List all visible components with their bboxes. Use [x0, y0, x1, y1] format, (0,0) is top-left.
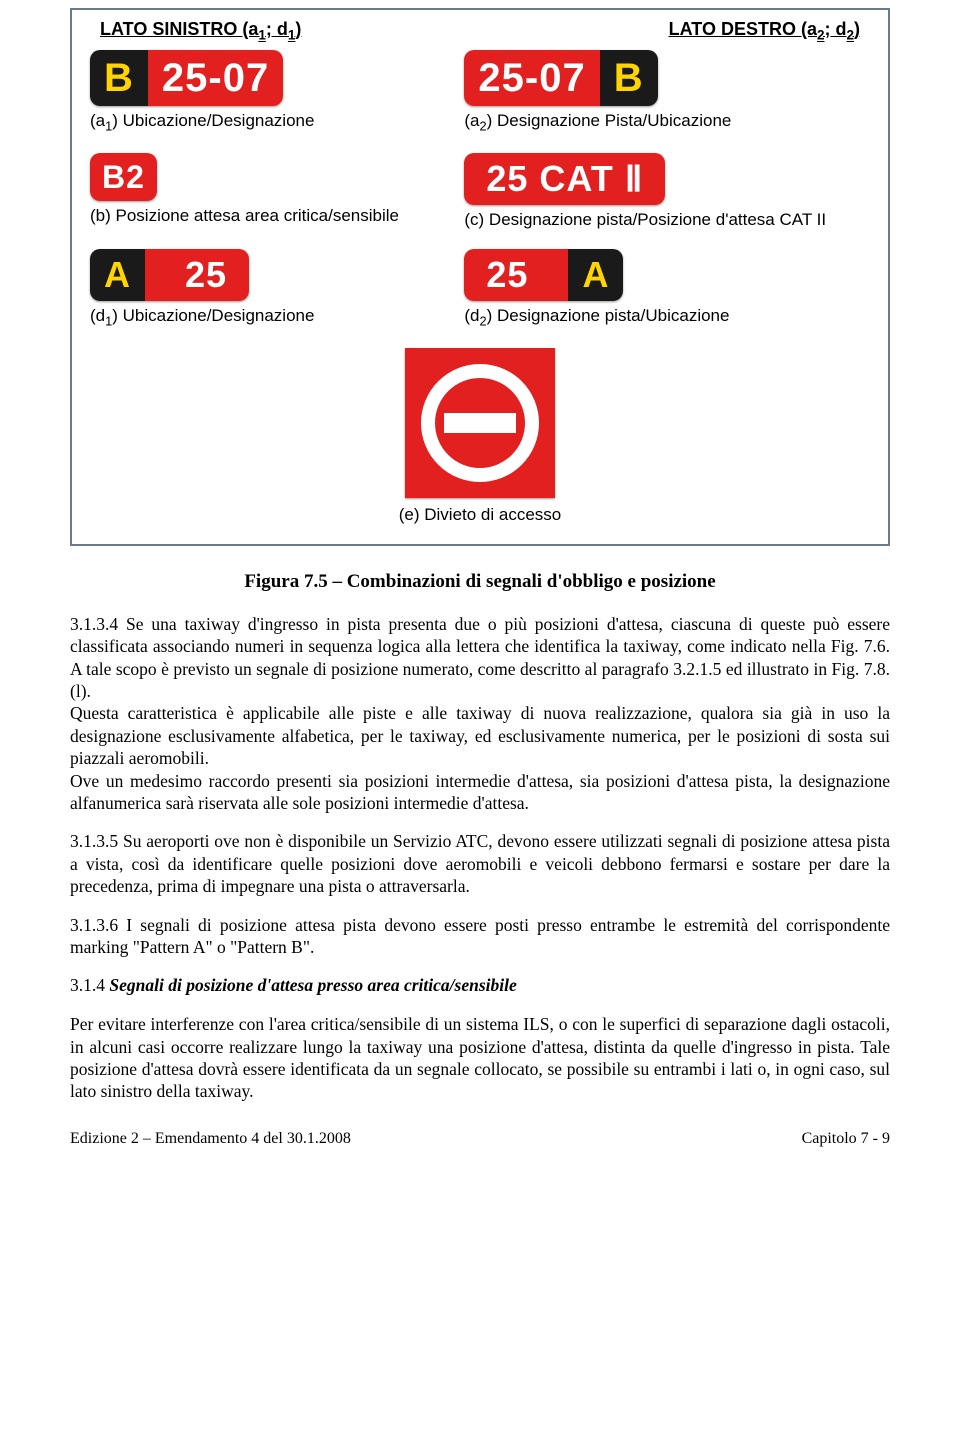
caption-c: (c) Designazione pista/Posizione d'attes…: [464, 209, 870, 231]
hl-pre: LATO SINISTRO (a: [100, 19, 258, 39]
sign-d1-red: 25: [145, 249, 249, 301]
footer-right: Capitolo 7 - 9: [802, 1129, 890, 1150]
para-3134c: Ove un medesimo raccordo presenti sia po…: [70, 770, 890, 815]
caption-e: (e) Divieto di accesso: [90, 504, 870, 526]
sign-d1-black: A: [90, 249, 145, 301]
sign-a1-black: B: [90, 50, 148, 106]
sign-d2: 25 A: [464, 249, 623, 301]
cap-d1-pre: (d: [90, 306, 105, 325]
row-a: B 25-07 (a1) Ubicazione/Designazione 25-…: [90, 50, 870, 135]
cap-d2-sub: 2: [480, 314, 487, 329]
page-footer: Edizione 2 – Emendamento 4 del 30.1.2008…: [70, 1129, 890, 1150]
cell-d2: 25 A (d2) Designazione pista/Ubicazione: [464, 249, 870, 330]
caption-d2: (d2) Designazione pista/Ubicazione: [464, 305, 870, 330]
header-left: LATO SINISTRO (a1; d1): [100, 18, 301, 44]
hr-pre: LATO DESTRO (a: [669, 19, 817, 39]
no-entry-icon: [405, 348, 555, 498]
caption-a2: (a2) Designazione Pista/Ubicazione: [464, 110, 870, 135]
sign-a2-black: B: [600, 50, 658, 106]
sign-b-red: B2: [90, 153, 157, 201]
hl-suf: ): [295, 19, 301, 39]
section-314: 3.1.4 Segnali di posizione d'attesa pres…: [70, 974, 890, 997]
no-entry-ring: [421, 364, 539, 482]
no-entry-bar: [444, 413, 516, 433]
cap-d2-pre: (d: [464, 306, 479, 325]
header-right: LATO DESTRO (a2; d2): [669, 18, 860, 44]
sign-b: B2: [90, 153, 157, 201]
row-d: A 25 (d1) Ubicazione/Designazione 25 A (…: [90, 249, 870, 330]
section-314-title: Segnali di posizione d'attesa presso are…: [109, 975, 516, 995]
sign-c-red: 25 CAT Ⅱ: [464, 153, 665, 205]
cap-a2-pre: (a: [464, 111, 479, 130]
sign-c: 25 CAT Ⅱ: [464, 153, 665, 205]
caption-b: (b) Posizione attesa area critica/sensib…: [90, 205, 464, 227]
cell-a2: 25-07 B (a2) Designazione Pista/Ubicazio…: [464, 50, 870, 135]
cap-d1-post: ) Ubicazione/Designazione: [112, 306, 314, 325]
hr-mid: ; d: [824, 19, 846, 39]
frame-headers: LATO SINISTRO (a1; d1) LATO DESTRO (a2; …: [90, 18, 870, 50]
hr-suf: ): [854, 19, 860, 39]
cap-a1-post: ) Ubicazione/Designazione: [112, 111, 314, 130]
hl-s1: 1: [258, 28, 266, 43]
footer-left: Edizione 2 – Emendamento 4 del 30.1.2008: [70, 1129, 351, 1150]
row-bc: B2 (b) Posizione attesa area critica/sen…: [90, 153, 870, 231]
cell-e: (e) Divieto di accesso: [90, 348, 870, 526]
cap-a1-pre: (a: [90, 111, 105, 130]
cap-d2-post: ) Designazione pista/Ubicazione: [487, 306, 730, 325]
sign-a1-red: 25-07: [148, 50, 283, 106]
cell-b: B2 (b) Posizione attesa area critica/sen…: [90, 153, 464, 227]
sign-a1: B 25-07: [90, 50, 283, 106]
hr-s2: 2: [846, 28, 854, 43]
section-314-num: 3.1.4: [70, 975, 105, 995]
para-3135: 3.1.3.5 Su aeroporti ove non è disponibi…: [70, 830, 890, 897]
cell-c: 25 CAT Ⅱ (c) Designazione pista/Posizion…: [464, 153, 870, 231]
signs-frame: LATO SINISTRO (a1; d1) LATO DESTRO (a2; …: [70, 8, 890, 546]
sign-a2: 25-07 B: [464, 50, 657, 106]
para-3134a: 3.1.3.4 Se una taxiway d'ingresso in pis…: [70, 613, 890, 703]
sign-a2-red: 25-07: [464, 50, 599, 106]
para-314: Per evitare interferenze con l'area crit…: [70, 1013, 890, 1103]
caption-d1: (d1) Ubicazione/Designazione: [90, 305, 464, 330]
hl-mid: ; d: [266, 19, 288, 39]
cap-a2-sub: 2: [480, 119, 487, 134]
cell-d1: A 25 (d1) Ubicazione/Designazione: [90, 249, 464, 330]
sign-d2-black: A: [568, 249, 623, 301]
figure-title: Figura 7.5 – Combinazioni di segnali d'o…: [70, 570, 890, 595]
cell-a1: B 25-07 (a1) Ubicazione/Designazione: [90, 50, 464, 135]
sign-d2-red: 25: [464, 249, 568, 301]
caption-a1: (a1) Ubicazione/Designazione: [90, 110, 464, 135]
para-3134b: Questa caratteristica è applicabile alle…: [70, 702, 890, 769]
para-3136: 3.1.3.6 I segnali di posizione attesa pi…: [70, 914, 890, 959]
cap-a2-post: ) Designazione Pista/Ubicazione: [487, 111, 732, 130]
sign-d1: A 25: [90, 249, 249, 301]
